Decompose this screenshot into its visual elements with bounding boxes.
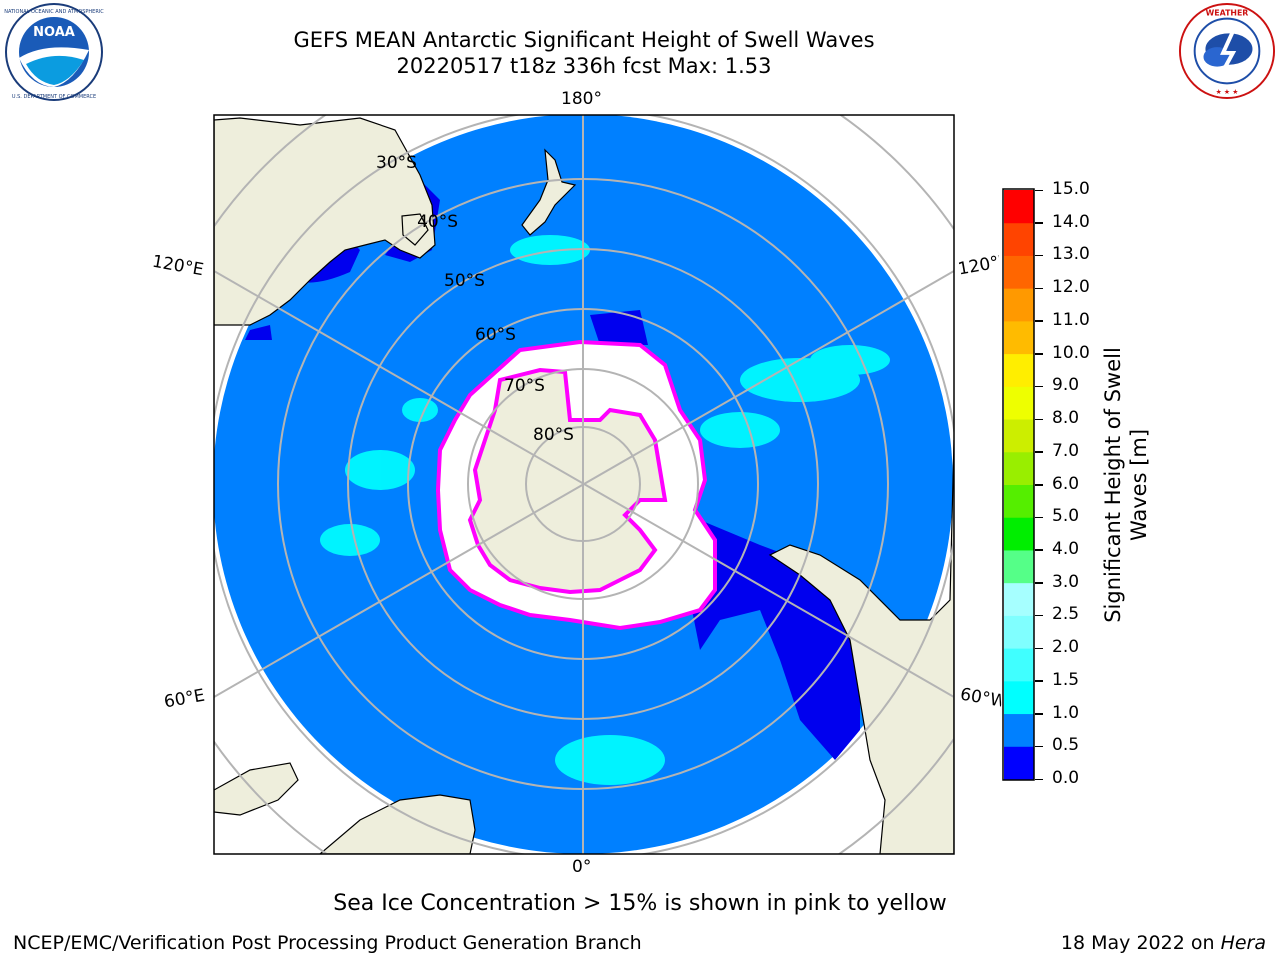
colorbar-tick-label: 3.0 [1052, 571, 1080, 592]
colorbar-cell [1004, 190, 1034, 224]
colorbar-tick-label: 11.0 [1052, 309, 1090, 330]
colorbar-tick-mark [1035, 353, 1043, 355]
map-frame [213, 114, 955, 855]
colorbar-tick-mark [1035, 189, 1043, 191]
colorbar-tick-mark [1035, 582, 1043, 584]
colorbar-tick-mark [1035, 549, 1043, 551]
colorbar-tick-mark [1035, 222, 1043, 224]
colorbar-label-line1: Significant Height of Swell [1101, 347, 1125, 623]
colorbar-tick-label: 1.0 [1052, 702, 1080, 723]
colorbar-cell [1004, 255, 1034, 289]
colorbar-tick-label: 10.0 [1052, 342, 1090, 363]
colorbar [1002, 188, 1035, 781]
swell-patches [320, 235, 890, 785]
sea-ice [435, 339, 717, 631]
colorbar-tick-label: 12.0 [1052, 277, 1090, 298]
svg-text:NATIONAL OCEANIC AND ATMOSPHER: NATIONAL OCEANIC AND ATMOSPHERIC [4, 9, 104, 15]
footer-left: NCEP/EMC/Verification Post Processing Pr… [13, 932, 642, 954]
graticule [214, 115, 954, 854]
parallel-label-70s: 70°S [504, 376, 545, 396]
colorbar-cell [1004, 353, 1034, 387]
parallel-label-50s: 50°S [444, 271, 485, 291]
colorbar-cell [1004, 517, 1034, 551]
colorbar-tick-label: 5.0 [1052, 506, 1080, 527]
colorbar-tick-label: 2.5 [1052, 604, 1080, 625]
colorbar-tick-label: 7.0 [1052, 440, 1080, 461]
colorbar-cell [1004, 222, 1034, 256]
colorbar-cell [1004, 419, 1034, 453]
colorbar-tick-label: 0.5 [1052, 735, 1080, 756]
parallel-label-30s: 30°S [376, 153, 417, 173]
sea-ice-caption: Sea Ice Concentration > 15% is shown in … [333, 891, 947, 916]
chart-title-line2: 20220517 t18z 336h fcst Max: 1.53 [396, 54, 772, 78]
colorbar-cell [1004, 615, 1034, 649]
colorbar-cell [1004, 484, 1034, 518]
footer-date: 18 May 2022 on [1060, 932, 1221, 954]
colorbar-tick-mark [1035, 614, 1043, 617]
meridian-label-180: 180° [561, 89, 602, 109]
colorbar-tick-label: 15.0 [1052, 179, 1090, 199]
colorbar-cell [1004, 582, 1034, 616]
colorbar-tick-mark [1035, 287, 1043, 290]
footer-host: Hera [1220, 932, 1266, 954]
colorbar-cell [1004, 713, 1034, 747]
colorbar-tick-label: 13.0 [1052, 244, 1090, 265]
colorbar-tick-mark [1035, 385, 1043, 388]
footer-right: 18 May 2022 on Hera [1061, 932, 1266, 954]
colorbar-tick-label: 6.0 [1052, 473, 1080, 494]
colorbar-tick-mark [1035, 647, 1043, 650]
parallel-label-40s: 40°S [417, 212, 458, 232]
colorbar-tick-label: 4.0 [1052, 538, 1080, 559]
colorbar-tick-label: 8.0 [1052, 408, 1080, 429]
colorbar-tick-label: 2.0 [1052, 637, 1080, 658]
colorbar-tick-mark [1035, 418, 1043, 421]
colorbar-tick-label: 0.0 [1052, 768, 1080, 788]
colorbar-tick-mark [1035, 451, 1043, 453]
parallel-label-60s: 60°S [475, 325, 516, 345]
colorbar-tick-label: 9.0 [1052, 375, 1080, 396]
colorbar-tick-mark [1035, 254, 1043, 257]
meridian-label-0: 0° [572, 857, 592, 877]
colorbar-cell [1004, 386, 1034, 420]
colorbar-cell [1004, 451, 1034, 485]
colorbar-tick-mark [1035, 778, 1043, 780]
colorbar-cell [1004, 680, 1034, 715]
colorbar-tick-mark [1035, 745, 1043, 748]
colorbar-tick-mark [1035, 320, 1043, 322]
nws-logo: WEATHER ★ ★ ★ [1178, 2, 1276, 100]
svg-text:U.S. DEPARTMENT OF COMMERCE: U.S. DEPARTMENT OF COMMERCE [12, 94, 96, 100]
colorbar-cell [1004, 320, 1034, 355]
svg-text:NOAA: NOAA [33, 25, 75, 40]
colorbar-cell [1004, 549, 1034, 584]
parallel-label-80s: 80°S [533, 425, 574, 445]
svg-text:★ ★ ★: ★ ★ ★ [1216, 88, 1239, 96]
colorbar-cell [1004, 746, 1034, 780]
colorbar-tick-label: 1.5 [1052, 669, 1080, 690]
colorbar-tick-mark [1035, 680, 1043, 682]
colorbar-tick-label: 14.0 [1052, 211, 1090, 232]
svg-text:WEATHER: WEATHER [1206, 9, 1249, 18]
colorbar-label-line2: Waves [m] [1127, 428, 1151, 542]
colorbar-tick-mark [1035, 713, 1043, 715]
colorbar-tick-mark [1035, 516, 1043, 519]
colorbar-tick-mark [1035, 484, 1043, 486]
colorbar-cell [1004, 648, 1034, 682]
colorbar-cell [1004, 288, 1034, 322]
noaa-logo: NOAA NATIONAL OCEANIC AND ATMOSPHERIC U.… [4, 3, 104, 101]
chart-title-line1: GEFS MEAN Antarctic Significant Height o… [293, 28, 875, 52]
